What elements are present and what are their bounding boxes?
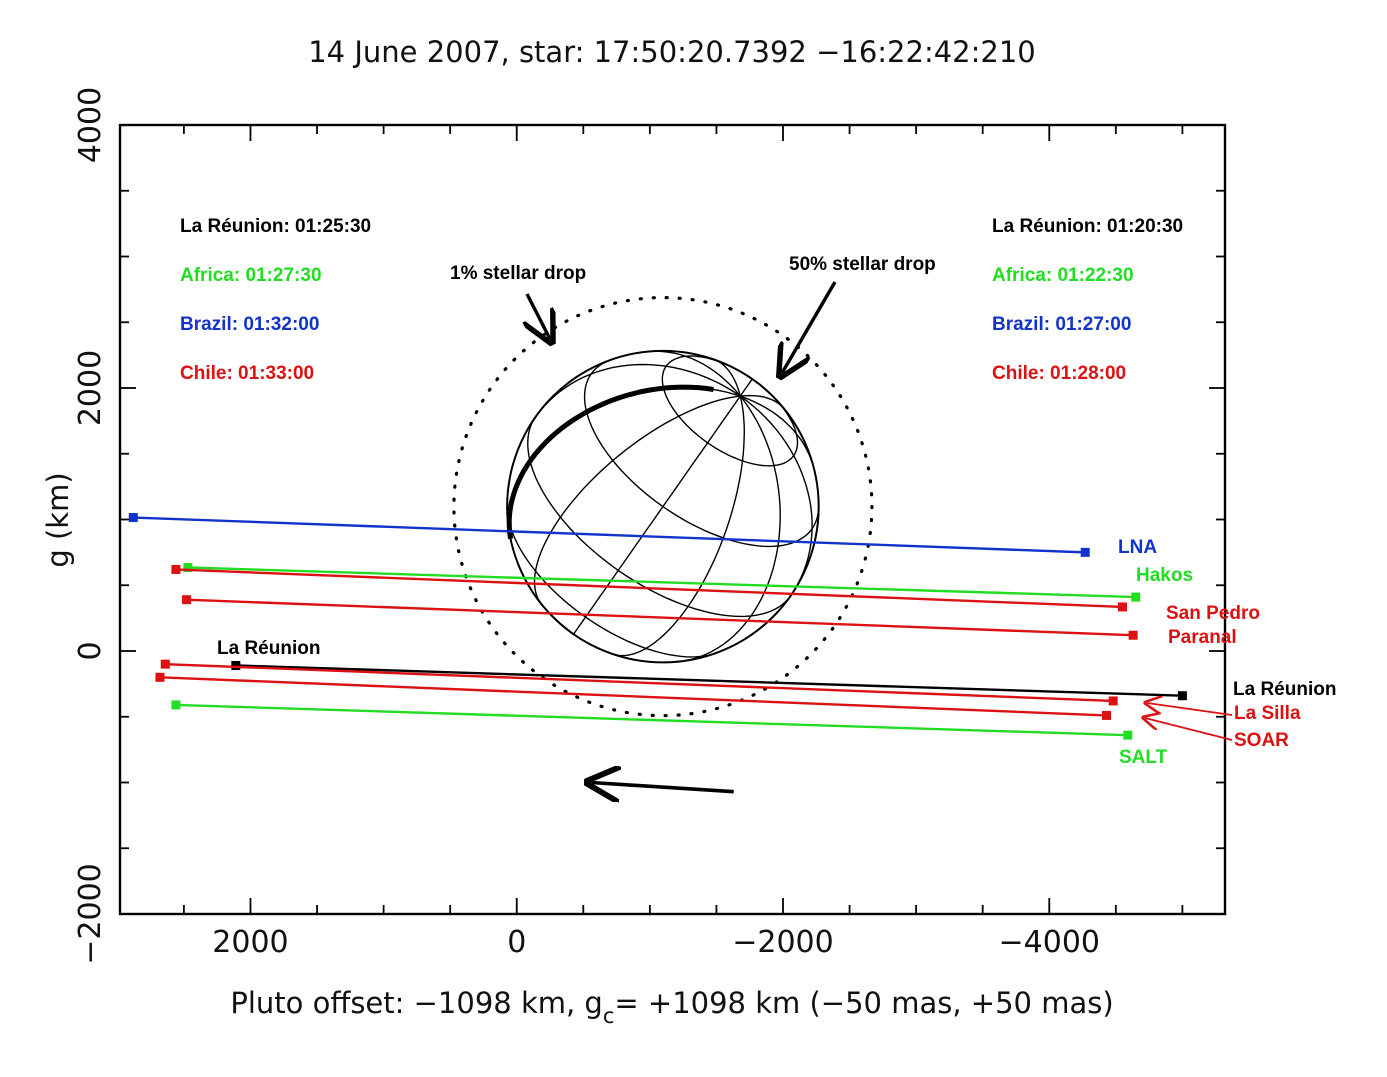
chord-endpoint — [231, 660, 241, 670]
chord-endpoint — [160, 659, 170, 669]
chord-endpoint — [1128, 630, 1138, 640]
chord-endpoint — [155, 672, 165, 682]
chord-label: San Pedro — [1166, 603, 1260, 624]
y-tick-labels: −2000 0 2000 4000 — [73, 87, 108, 965]
pluto-parallel — [506, 509, 714, 658]
chord-line — [187, 566, 1136, 599]
chord-endpoint — [183, 562, 193, 572]
time-entry: La Réunion: 01:20:30 — [992, 216, 1183, 237]
chord-line — [133, 516, 1086, 554]
axis-ticks — [120, 124, 1225, 915]
chord-label: SOAR — [1234, 730, 1289, 751]
chord-label: Hakos — [1136, 565, 1193, 586]
time-entry: Brazil: 01:27:00 — [992, 314, 1131, 335]
chord-label: La Réunion — [1233, 679, 1336, 700]
stellar-drop-1pct-circle — [452, 295, 874, 718]
la-silla-pointer — [1147, 703, 1233, 716]
y-tick-label: −2000 — [73, 863, 108, 964]
pluto-meridian — [508, 386, 741, 541]
time-entry: Africa: 01:27:30 — [180, 265, 322, 286]
chord-label: LNA — [1118, 537, 1157, 558]
right-times-block: La Réunion: 01:20:30 Africa: 01:22:30 Braz… — [992, 216, 1183, 384]
chart-title: 14 June 2007, star: 17:50:20.7392 −16:22… — [308, 35, 1036, 69]
chord-line — [175, 703, 1128, 737]
chord-endpoint — [128, 513, 138, 523]
pluto-meridian — [572, 395, 741, 635]
chord-line — [159, 676, 1107, 717]
plot-frame — [118, 123, 1227, 916]
y-axis-label: g (km) — [41, 472, 75, 567]
pluto-terminator — [506, 384, 714, 540]
pluto-parallel — [527, 416, 792, 618]
pluto-parallel — [661, 355, 799, 467]
x-tick-labels: 2000 0 −2000 −4000 — [212, 925, 1100, 960]
pluto-meridian — [740, 395, 815, 467]
pluto-meridian — [739, 395, 813, 597]
y-tick-label: 0 — [73, 641, 108, 660]
x-tick-label: 2000 — [212, 925, 288, 960]
chord-endpoint — [1108, 696, 1118, 706]
y-tick-label: 4000 — [73, 87, 108, 163]
soar-pointer — [1145, 718, 1233, 741]
chord-line — [165, 662, 1114, 703]
chord-labels: LNA Hakos San Pedro Paranal La Réunion La Sil… — [1118, 537, 1336, 768]
time-entry: Brazil: 01:32:00 — [180, 314, 319, 335]
x-axis-label-rest: = +1098 km (−50 mas, +50 mas) — [614, 986, 1113, 1020]
drop1-arrow — [527, 293, 550, 339]
x-tick-label: 0 — [507, 925, 526, 960]
pluto-meridian — [649, 350, 741, 397]
pluto-meridian — [739, 378, 753, 397]
time-entry: Chile: 01:33:00 — [180, 363, 314, 384]
drop50-label: 50% stellar drop — [789, 254, 936, 275]
chord-label: Paranal — [1168, 627, 1237, 648]
drop50-arrow — [782, 281, 837, 373]
x-axis-label-subscript: c — [603, 1004, 615, 1028]
chord-endpoint — [182, 595, 192, 605]
time-entry: Africa: 01:22:30 — [992, 265, 1134, 286]
chord-endpoint — [1080, 547, 1090, 557]
left-times-block: La Réunion: 01:25:30 Africa: 01:27:30 Braz… — [180, 216, 371, 384]
chord-line — [175, 568, 1123, 609]
chord-label: SALT — [1119, 747, 1168, 768]
observer-chords — [128, 513, 1187, 740]
x-axis-label: Pluto offset: −1098 km, gc= +1098 km (−5… — [230, 986, 1113, 1028]
motion-direction-arrow — [591, 783, 734, 792]
x-axis-label-main: Pluto offset: −1098 km, g — [230, 986, 603, 1020]
chord-endpoint — [171, 564, 181, 574]
x-tick-label: −2000 — [732, 925, 833, 960]
y-tick-label: 2000 — [73, 350, 108, 426]
chord-line — [186, 598, 1134, 637]
pluto-meridian — [682, 395, 781, 662]
chord-endpoint — [1177, 691, 1187, 701]
drop1-label: 1% stellar drop — [450, 263, 586, 284]
chord-endpoint — [1123, 730, 1133, 740]
chord-endpoint — [1117, 602, 1127, 612]
chord-endpoint — [1131, 592, 1141, 602]
chord-label: La Silla — [1234, 703, 1301, 724]
chord-endpoint — [171, 700, 181, 710]
x-tick-label: −4000 — [999, 925, 1100, 960]
time-entry: Chile: 01:28:00 — [992, 363, 1126, 384]
la-reunion-chord-label: La Réunion — [217, 638, 320, 659]
chord-line — [235, 664, 1183, 697]
pluto-meridian — [534, 363, 741, 418]
pluto-globe — [452, 295, 874, 718]
time-entry: La Réunion: 01:25:30 — [180, 216, 371, 237]
chord-endpoint — [1102, 710, 1112, 720]
